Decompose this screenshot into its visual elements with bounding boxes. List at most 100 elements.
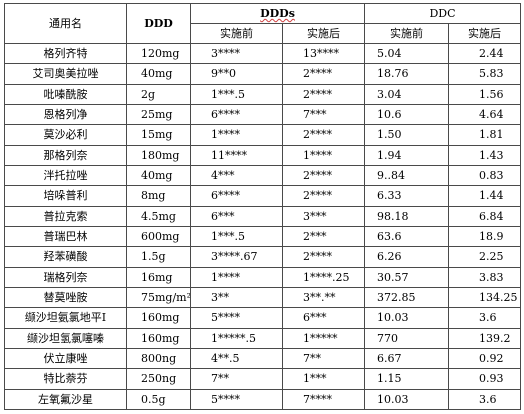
cell-ddd: 25mg [126,103,191,126]
cell-ddds-before: 1***.5 [190,225,283,248]
cell-ddc-before: 9..84 [364,164,449,187]
table-row: 艾司奥美拉唑 40mg 9**0 2**** 18.76 5.83 [4,63,521,85]
cell-ddc-before: 6.26 [364,246,449,268]
cell-ddds-before: 6**** [190,185,283,207]
cell-ddc-before: 98.18 [364,205,449,227]
cell-ddc-after: 3.6 [448,307,521,329]
cell-ddd: 1.5g [126,246,191,268]
header-ddds-label: DDDs [260,7,295,20]
cell-ddds-before: 3**** [190,42,283,65]
cell-generic-name: 羟苯磺酸 [4,246,127,268]
cell-generic-name: 那格列奈 [4,144,127,166]
table-row: 瑞格列奈 16mg 1**** 1****.25 30.57 3.83 [4,266,521,288]
cell-ddd: 2g [126,83,191,105]
cell-ddc-after: 139.2 [448,327,521,349]
cell-ddc-after: 6.84 [448,205,521,227]
cell-generic-name: 莫沙必利 [4,124,127,146]
cell-ddd: 40mg [126,164,191,187]
cell-generic-name: 吡嗪酰胺 [4,83,127,105]
table-row: 恩格列净 25mg 6**** 7*** 10.6 4.64 [4,103,521,126]
header-ddds: DDDs [190,3,365,24]
cell-ddds-after: 1***** [282,327,365,349]
cell-ddds-after: 1****.25 [282,266,365,288]
cell-ddds-before: 1***.5 [190,83,283,105]
table-row: 特比萘芬 250ng 7** 1*** 1.15 0.93 [4,368,521,390]
cell-ddc-after: 5.83 [448,63,521,85]
cell-ddds-after: 7*** [282,103,365,126]
cell-ddds-before: 1**** [190,124,283,146]
header-ddd: DDD [126,3,191,44]
cell-ddc-before: 6.33 [364,185,449,207]
cell-ddds-after: 2**** [282,246,365,268]
cell-ddc-after: 134.25 [448,286,521,309]
header-generic-name: 通用名 [4,3,127,44]
cell-ddds-after: 1*** [282,368,365,390]
cell-generic-name: 瑞格列奈 [4,266,127,288]
cell-ddc-after: 4.64 [448,103,521,126]
cell-ddds-before: 4*** [190,164,283,187]
cell-ddds-after: 2**** [282,164,365,187]
cell-ddc-after: 2.44 [448,42,521,65]
cell-ddc-before: 372.85 [364,286,449,309]
cell-ddc-before: 6.67 [364,347,449,370]
table-row: 缬沙坦氢氯噻嗪 160mg 1*****.5 1***** 770 139.2 [4,327,521,349]
cell-ddds-before: 7** [190,368,283,390]
cell-ddds-before: 6**** [190,103,283,126]
cell-ddc-after: 2.25 [448,246,521,268]
cell-ddds-after: 3**.** [282,286,365,309]
cell-ddc-before: 1.15 [364,368,449,390]
table-row: 吡嗪酰胺 2g 1***.5 2**** 3.04 1.56 [4,83,521,105]
table-row: 羟苯磺酸 1.5g 3****.67 2**** 6.26 2.25 [4,246,521,268]
cell-ddd: 160mg [126,307,191,329]
cell-ddd: 16mg [126,266,191,288]
cell-ddc-after: 0.92 [448,347,521,370]
cell-generic-name: 替莫唑胺 [4,286,127,309]
cell-ddc-after: 1.56 [448,83,521,105]
cell-ddd: 75mg/m² [126,286,191,309]
cell-ddd: 250ng [126,368,191,390]
cell-ddds-before: 5**** [190,307,283,329]
cell-generic-name: 艾司奥美拉唑 [4,63,127,85]
cell-ddds-before: 6*** [190,205,283,227]
cell-generic-name: 左氧氟沙星 [4,388,127,411]
cell-ddc-after: 18.9 [448,225,521,248]
cell-ddc-after: 3.6 [448,388,521,411]
table-row: 缬沙坦氨氯地平I 160mg 5**** 6*** 10.03 3.6 [4,307,521,329]
cell-generic-name: 伏立康唑 [4,347,127,370]
cell-ddc-before: 63.6 [364,225,449,248]
cell-ddds-after: 7**** [282,388,365,411]
table-row: 左氧氟沙星 0.5g 5**** 7**** 10.03 3.6 [4,388,521,411]
table-body: 格列齐特 120mg 3**** 13**** 5.04 2.44 艾司奥美拉唑 40mg 9*… [4,42,521,411]
table-row: 普瑞巴林 600mg 1***.5 2*** 63.6 18.9 [4,225,521,248]
cell-generic-name: 特比萘芬 [4,368,127,390]
cell-ddd: 180mg [126,144,191,166]
cell-ddc-before: 5.04 [364,42,449,65]
cell-ddd: 4.5mg [126,205,191,227]
cell-generic-name: 培哚普利 [4,185,127,207]
cell-ddds-before: 1**** [190,266,283,288]
cell-generic-name: 普瑞巴林 [4,225,127,248]
cell-ddds-before: 3** [190,286,283,309]
cell-ddds-before: 3****.67 [190,246,283,268]
cell-ddc-before: 770 [364,327,449,349]
cell-ddd: 0.5g [126,388,191,411]
cell-generic-name: 恩格列净 [4,103,127,126]
cell-generic-name: 缬沙坦氢氯噻嗪 [4,327,127,349]
cell-ddds-before: 9**0 [190,63,283,85]
cell-ddc-before: 1.50 [364,124,449,146]
header-ddds-after: 实施后 [282,23,365,44]
cell-ddd: 160mg [126,327,191,349]
cell-ddc-after: 0.83 [448,164,521,187]
table-row: 伏立康唑 800ng 4**.5 7** 6.67 0.92 [4,347,521,370]
cell-ddc-after: 1.43 [448,144,521,166]
cell-ddc-before: 3.04 [364,83,449,105]
cell-ddc-before: 10.03 [364,388,449,411]
cell-ddd: 15mg [126,124,191,146]
cell-ddc-after: 1.44 [448,185,521,207]
cell-ddc-before: 10.6 [364,103,449,126]
cell-generic-name: 普拉克索 [4,205,127,227]
cell-ddds-after: 7** [282,347,365,370]
cell-ddd: 40mg [126,63,191,85]
table-row: 泮托拉唑 40mg 4*** 2**** 9..84 0.83 [4,164,521,187]
cell-ddc-after: 1.81 [448,124,521,146]
